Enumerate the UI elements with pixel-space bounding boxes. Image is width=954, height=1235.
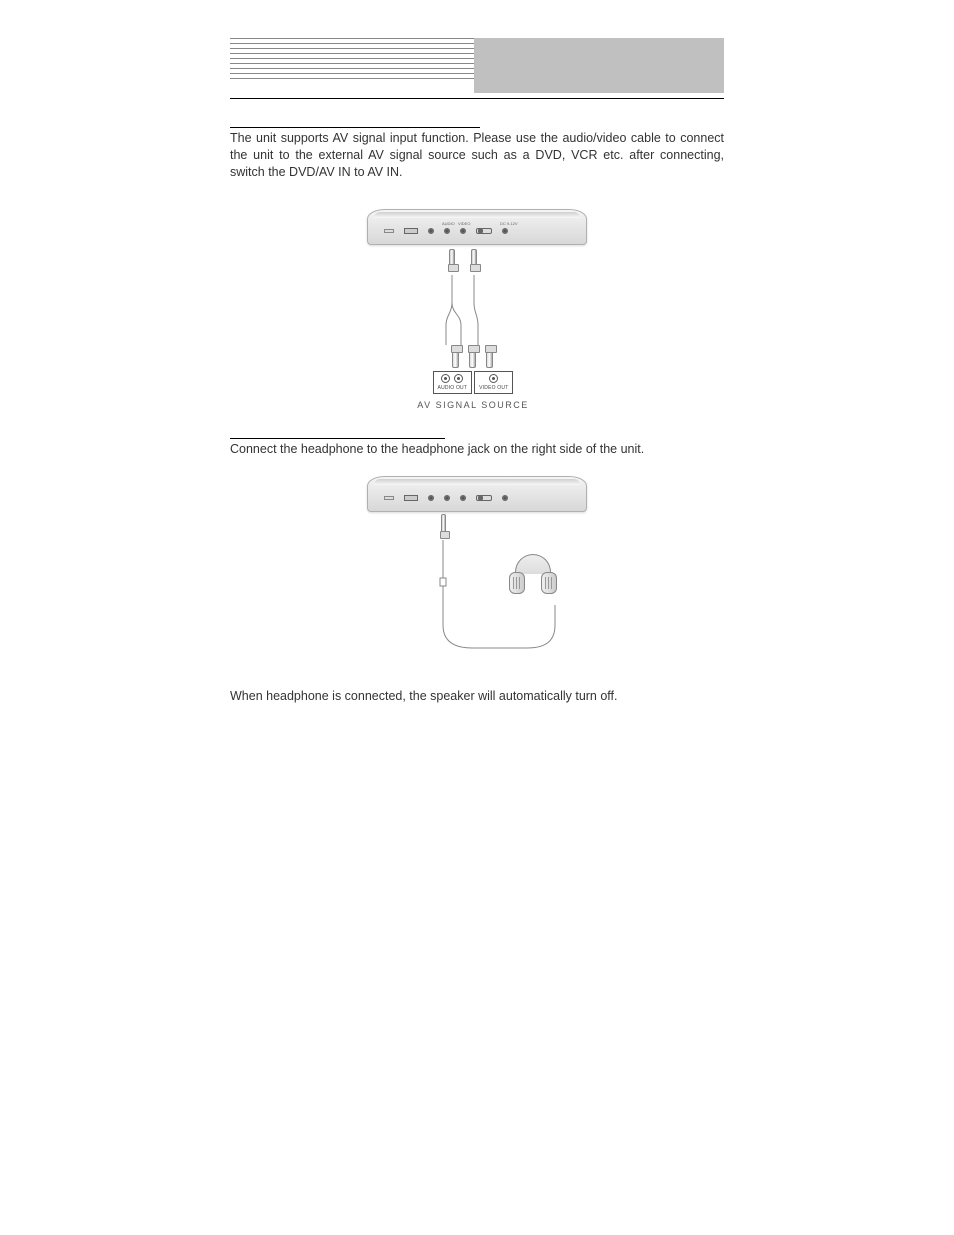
video-out-label: VIDEO OUT — [479, 385, 508, 391]
port-dc-hp — [502, 495, 508, 501]
jack-inner — [492, 377, 495, 380]
port-audio: AUDIO — [444, 228, 450, 234]
jack-inner — [444, 377, 447, 380]
device-ridge — [374, 212, 580, 218]
hp-cup-lines-l — [513, 577, 521, 589]
port-row: AUDIO VIDEO DC 9-12V — [384, 228, 570, 234]
port-label-video: VIDEO — [458, 221, 470, 226]
av-plug-audio-r — [469, 350, 476, 368]
hp-cup-left — [509, 572, 525, 594]
header-title-box — [474, 38, 724, 93]
jack-inner — [457, 377, 460, 380]
switch-knob-hp — [478, 496, 483, 500]
av-source-box: AUDIO OUT VIDEO OUT — [433, 371, 514, 394]
audio-jack-r — [454, 374, 463, 383]
header-lines — [230, 38, 476, 83]
headphone-body-text: Connect the headphone to the headphone j… — [230, 441, 724, 458]
headphone-diagram-area — [230, 476, 724, 659]
av-source-caption: AV SIGNAL SOURCE — [417, 400, 529, 410]
av-source-video: VIDEO OUT — [474, 371, 513, 394]
hp-plug — [441, 514, 446, 534]
device-body: AUDIO VIDEO DC 9-12V — [367, 209, 587, 245]
section-heading-headphone — [230, 438, 445, 439]
hp-diagram — [367, 476, 587, 659]
av-plug-audio-l — [452, 350, 459, 368]
port-usb-hp — [404, 495, 418, 501]
av-cables — [428, 275, 508, 350]
port-switch-hp — [476, 495, 492, 501]
port-switch — [476, 228, 492, 234]
header-rule — [230, 98, 724, 99]
port-headphone — [428, 228, 434, 234]
av-plug-video-top — [471, 249, 477, 267]
device-ridge-hp — [374, 479, 580, 485]
av-plugs-top — [449, 249, 477, 267]
hp-band — [515, 554, 551, 574]
port-hold — [384, 229, 394, 233]
port-audio-hp — [444, 495, 450, 501]
audio-out-label: AUDIO OUT — [438, 385, 468, 391]
video-jack — [489, 374, 498, 383]
audio-jack-l — [441, 374, 450, 383]
device-panel: AUDIO VIDEO DC 9-12V — [367, 209, 587, 245]
device-panel-hp — [367, 476, 587, 512]
switch-knob — [478, 229, 483, 233]
av-diagram-area: AUDIO VIDEO DC 9-12V — [230, 209, 724, 410]
hp-cup-lines-r — [545, 577, 553, 589]
av-plugs-bottom — [452, 350, 493, 368]
av-diagram: AUDIO VIDEO DC 9-12V — [367, 209, 587, 410]
hp-cup-right — [541, 572, 557, 594]
port-headphone-hp — [428, 495, 434, 501]
headphone-note: When headphone is connected, the speaker… — [230, 689, 724, 703]
section-heading-av — [230, 127, 480, 128]
av-cable-svg — [428, 275, 508, 345]
video-jacks — [489, 374, 498, 383]
port-dc: DC 9-12V — [502, 228, 508, 234]
port-video: VIDEO — [460, 228, 466, 234]
headphones-icon — [509, 554, 557, 600]
port-label-audio: AUDIO — [442, 221, 455, 226]
av-body-text: The unit supports AV signal input functi… — [230, 130, 724, 181]
device-body-hp — [367, 476, 587, 512]
port-hold-hp — [384, 496, 394, 500]
av-source-audio: AUDIO OUT — [433, 371, 473, 394]
hp-below — [367, 514, 587, 659]
port-usb — [404, 228, 418, 234]
page-container: The unit supports AV signal input functi… — [0, 0, 954, 703]
page-header — [230, 38, 724, 99]
av-plug-audio-top — [449, 249, 455, 267]
audio-jacks — [441, 374, 463, 383]
port-video-hp — [460, 495, 466, 501]
av-plug-video — [486, 350, 493, 368]
port-label-dc: DC 9-12V — [500, 221, 518, 226]
port-row-hp — [384, 495, 570, 501]
